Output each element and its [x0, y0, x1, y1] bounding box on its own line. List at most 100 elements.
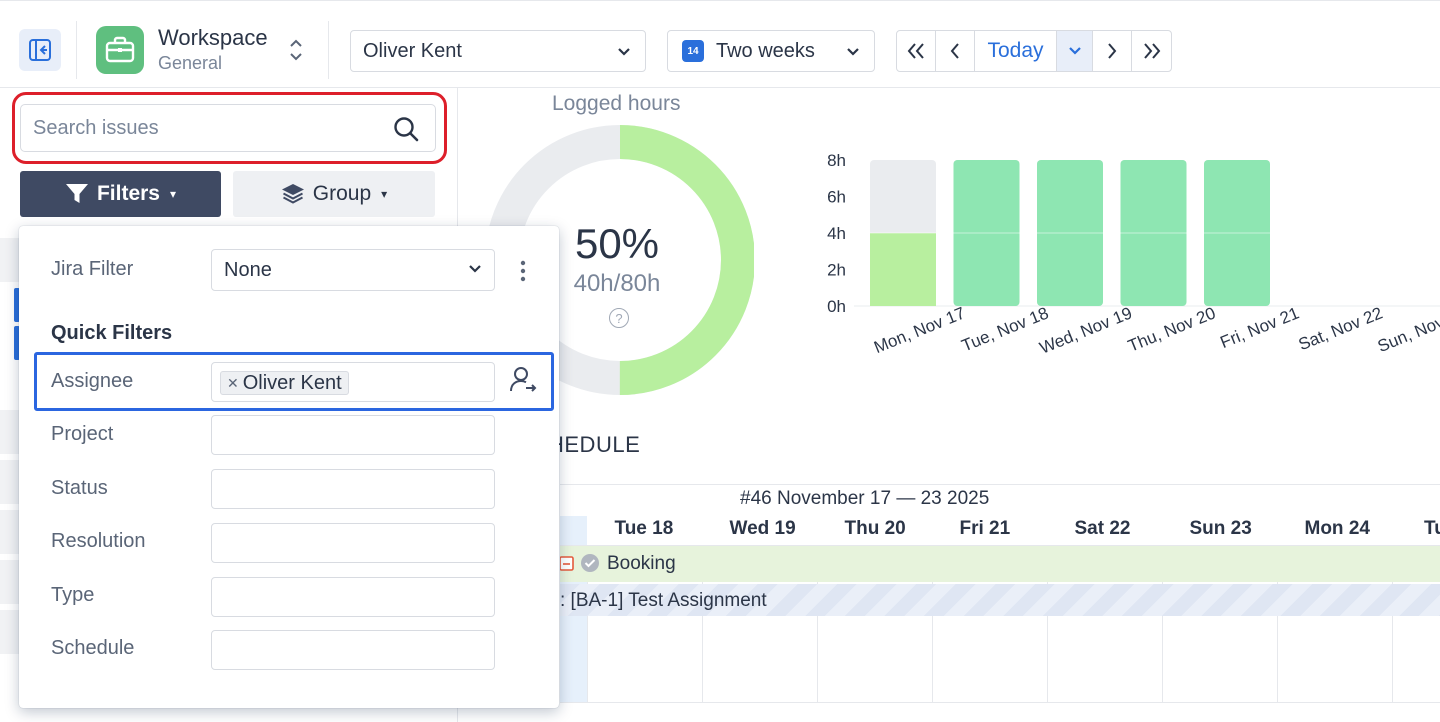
toolbar-divider: [76, 21, 77, 79]
date-navigation: Today: [896, 30, 1172, 72]
quick-filters-title: Quick Filters: [51, 322, 173, 344]
logged-bar[interactable]: [870, 233, 936, 306]
chevron-down-icon: [847, 48, 859, 56]
y-tick-label: 0h: [827, 297, 846, 316]
assignee-label: Assignee: [51, 370, 134, 392]
assignment-row[interactable]: [560, 584, 1440, 616]
assignment-label[interactable]: : [BA-1] Test Assignment: [560, 590, 767, 611]
day-header: Wed 19: [729, 518, 796, 539]
user-select[interactable]: Oliver Kent: [350, 30, 646, 72]
help-icon[interactable]: ?: [609, 308, 629, 328]
assign-to-me-icon[interactable]: [509, 365, 537, 393]
prev-period-button[interactable]: [936, 31, 975, 71]
x-tick-label: Sat, Nov 22: [1296, 303, 1385, 354]
next-period-button[interactable]: [1093, 31, 1132, 71]
logged-percent: 50%: [574, 220, 660, 267]
funnel-icon: [65, 184, 88, 203]
day-column-divider: [702, 546, 703, 702]
resolution-label: Resolution: [51, 530, 146, 552]
assignee-chip-label: Oliver Kent: [242, 371, 342, 394]
schedule-title: HEDULE: [548, 432, 641, 457]
booking-row[interactable]: [560, 546, 1440, 582]
day-column-divider: [1047, 546, 1048, 702]
booking-icons: [560, 553, 600, 573]
booking-label[interactable]: Booking: [607, 553, 676, 574]
day-column-divider: [1162, 546, 1163, 702]
x-tick-label: Mon, Nov 17: [871, 303, 967, 357]
logged-hours-value: 40h/80h: [573, 270, 661, 297]
resolution-field[interactable]: [211, 523, 495, 563]
assignee-field[interactable]: ✕ Oliver Kent: [211, 362, 495, 402]
chevron-down-icon: [618, 48, 630, 56]
type-label: Type: [51, 584, 95, 606]
project-field[interactable]: [211, 415, 495, 455]
x-tick-label: Fri, Nov 21: [1218, 303, 1302, 352]
check-circle-icon: [581, 554, 599, 572]
x-tick-label: Wed, Nov 19: [1037, 303, 1135, 357]
day-column-divider: [932, 546, 933, 702]
group-button[interactable]: Group ▾: [233, 171, 435, 217]
workspace-title[interactable]: Workspace: [158, 25, 268, 50]
day-header: Mon 24: [1304, 518, 1370, 539]
day-column-divider: [817, 546, 818, 702]
day-header: Sun 23: [1189, 518, 1252, 539]
day-header: Tue 18: [614, 518, 674, 539]
workspace-switch-icon[interactable]: [287, 37, 305, 63]
schedule-field[interactable]: [211, 630, 495, 670]
jira-filter-value: None: [224, 258, 272, 281]
chevron-down-icon: [1068, 47, 1081, 55]
y-tick-label: 6h: [827, 188, 846, 207]
date-range-select[interactable]: 14 Two weeks: [667, 30, 875, 72]
day-column-divider: [587, 546, 588, 702]
double-chevron-right-icon: [1143, 43, 1160, 59]
double-chevron-left-icon: [907, 43, 924, 59]
x-tick-label: Sun, Nov 23: [1375, 303, 1440, 356]
today-button[interactable]: Today: [975, 31, 1057, 71]
day-header: Sat 22: [1074, 518, 1131, 539]
search-highlight: [12, 92, 447, 164]
donut-progress: [486, 125, 754, 395]
sidebar-collapse-icon: [29, 39, 51, 61]
briefcase-icon: [105, 36, 135, 63]
logged-hours-title: Logged hours: [552, 92, 681, 115]
calendar-small-icon: [560, 556, 574, 571]
caret-down-icon: ▾: [170, 187, 177, 201]
remove-chip-icon[interactable]: ✕: [227, 374, 239, 391]
prev-period-fast-button[interactable]: [897, 31, 936, 71]
more-options-icon[interactable]: [519, 259, 527, 283]
week-label: #46 November 17 — 23 2025: [740, 488, 990, 509]
workspace-avatar[interactable]: [96, 26, 144, 74]
search-input[interactable]: [33, 115, 383, 141]
today-dropdown-button[interactable]: [1057, 31, 1093, 71]
status-field[interactable]: [211, 469, 495, 509]
collapse-sidebar-button[interactable]: [19, 29, 61, 71]
search-icon[interactable]: [393, 116, 419, 142]
group-button-label: Group: [312, 182, 372, 205]
y-tick-label: 8h: [827, 151, 846, 170]
assignee-highlight: [34, 352, 554, 411]
search-box: [20, 104, 436, 152]
workspace-subtitle: General: [158, 53, 223, 73]
filters-button[interactable]: Filters ▾: [20, 171, 221, 217]
project-label: Project: [51, 423, 114, 445]
status-label: Status: [51, 477, 108, 499]
jira-filter-select[interactable]: None: [211, 249, 495, 291]
type-field[interactable]: [211, 577, 495, 617]
y-tick-label: 2h: [827, 261, 846, 280]
filters-button-label: Filters: [96, 182, 160, 205]
next-period-fast-button[interactable]: [1132, 31, 1171, 71]
schedule-header-border: [560, 545, 1440, 546]
schedule-top-border: [560, 484, 1440, 485]
x-tick-label: Tue, Nov 18: [959, 303, 1051, 355]
filters-popup: Jira Filter None Quick Filters Assignee …: [19, 226, 559, 708]
day-header: Tu: [1424, 518, 1440, 539]
schedule-bottom-border: [560, 702, 1440, 703]
top-toolbar: Workspace General Oliver Kent 14 Two wee…: [0, 0, 1440, 88]
assignee-chip: ✕ Oliver Kent: [220, 371, 349, 395]
user-select-value: Oliver Kent: [363, 39, 462, 62]
day-header: Thu 20: [844, 518, 906, 539]
toolbar-divider: [328, 21, 329, 79]
chevron-left-icon: [950, 43, 959, 59]
caret-down-icon: ▾: [381, 187, 388, 201]
